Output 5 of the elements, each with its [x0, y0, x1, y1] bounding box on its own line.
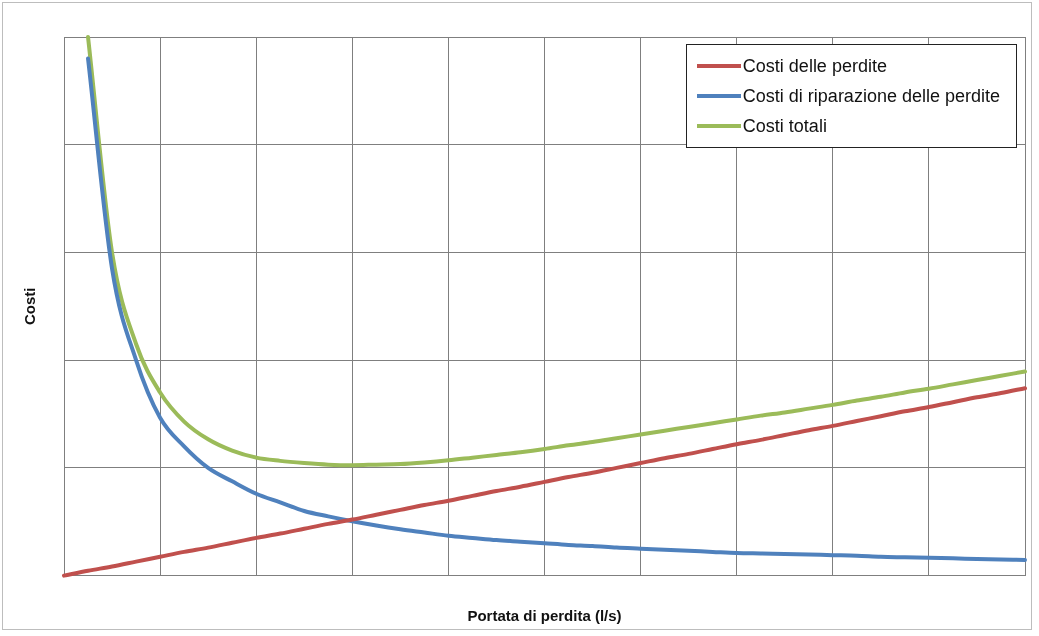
x-axis-title: Portata di perdita (l/s) — [467, 607, 622, 625]
legend-label: Costi totali — [742, 115, 827, 137]
legend-label: Costi delle perdite — [742, 55, 887, 77]
y-axis-title: Costi — [21, 287, 39, 326]
legend-label: Costi di riparazione delle perdite — [742, 85, 1000, 107]
